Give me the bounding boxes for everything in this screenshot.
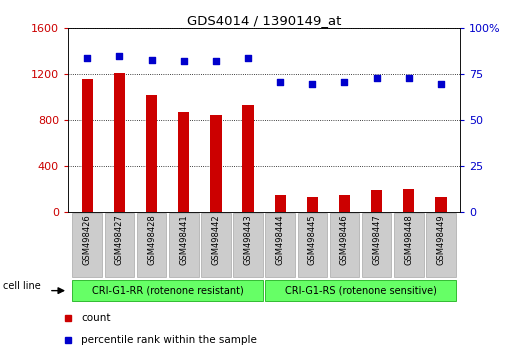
FancyBboxPatch shape [137,213,166,277]
Point [244,55,252,61]
Text: CRI-G1-RR (rotenone resistant): CRI-G1-RR (rotenone resistant) [92,285,244,295]
Text: GSM498443: GSM498443 [244,215,253,265]
Text: cell line: cell line [4,281,41,291]
Bar [339,195,350,212]
Text: GSM498441: GSM498441 [179,215,188,265]
Point [179,59,188,64]
Text: GSM498448: GSM498448 [404,215,413,265]
Text: GSM498447: GSM498447 [372,215,381,265]
Text: CRI-G1-RS (rotenone sensitive): CRI-G1-RS (rotenone sensitive) [285,285,437,295]
Bar [435,197,447,212]
FancyBboxPatch shape [233,213,263,277]
Text: GSM498426: GSM498426 [83,215,92,265]
FancyBboxPatch shape [169,213,199,277]
Bar [403,189,414,212]
Point [372,75,381,81]
Point [83,55,92,61]
Text: percentile rank within the sample: percentile rank within the sample [81,335,257,345]
FancyBboxPatch shape [265,280,456,302]
Point [405,75,413,81]
Bar [306,198,318,212]
Bar [114,73,125,212]
FancyBboxPatch shape [73,213,102,277]
Point [115,53,123,59]
FancyBboxPatch shape [426,213,456,277]
FancyBboxPatch shape [329,213,359,277]
Point [340,79,349,85]
Bar [371,190,382,212]
Text: GSM498428: GSM498428 [147,215,156,265]
FancyBboxPatch shape [105,213,134,277]
FancyBboxPatch shape [201,213,231,277]
FancyBboxPatch shape [265,213,295,277]
FancyBboxPatch shape [73,280,263,302]
Bar [275,195,286,212]
Point [212,59,220,64]
Text: GSM498427: GSM498427 [115,215,124,265]
Text: GSM498442: GSM498442 [211,215,220,265]
FancyBboxPatch shape [362,213,391,277]
Bar [243,105,254,212]
Title: GDS4014 / 1390149_at: GDS4014 / 1390149_at [187,14,342,27]
Text: count: count [81,313,110,323]
Text: GSM498446: GSM498446 [340,215,349,265]
Text: GSM498445: GSM498445 [308,215,317,265]
Text: GSM498444: GSM498444 [276,215,285,265]
Point [147,57,156,62]
Point [308,81,316,86]
FancyBboxPatch shape [298,213,327,277]
Point [276,79,285,85]
FancyBboxPatch shape [394,213,424,277]
Bar [146,95,157,212]
Text: GSM498449: GSM498449 [437,215,446,265]
Bar [178,112,189,212]
Bar [82,79,93,212]
Bar [210,115,222,212]
Point [437,81,445,86]
